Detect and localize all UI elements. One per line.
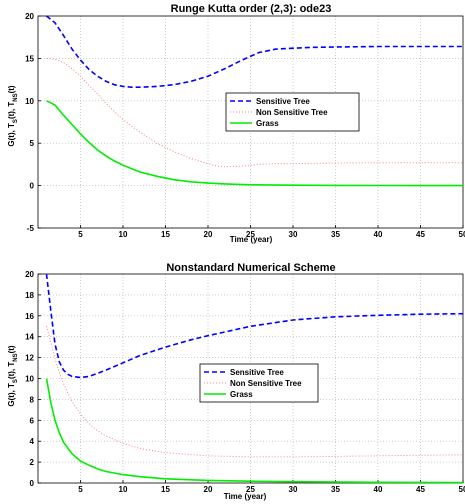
x-tick-label: 10: [119, 230, 128, 239]
x-axis-label: Time (year): [230, 235, 273, 244]
legend-entry: Non Sensitive Tree: [256, 108, 328, 117]
x-tick-label: 15: [161, 230, 170, 239]
legend-entry: Grass: [256, 119, 279, 128]
x-tick-label: 25: [246, 485, 255, 494]
series-line-sensitive-tree: [46, 15, 463, 88]
series-line-grass: [45, 378, 464, 484]
y-tick-label: 6: [30, 416, 35, 425]
y-tick-label: 20: [25, 12, 34, 21]
x-tick-label: 50: [459, 485, 465, 494]
x-tick-label: 40: [374, 485, 383, 494]
x-axis-label: Time (year): [224, 492, 267, 501]
chart-title: Nonstandard Numerical Scheme: [166, 262, 335, 274]
plot-area: 5 10 15 20 25 30 35 40 45 50 0 2 4 6 8 10 12 14 16 18 20: [25, 270, 465, 494]
y-tick-label: 15: [25, 54, 34, 63]
legend-entry: Grass: [230, 390, 253, 399]
ode23-chart: Runge Kutta order (2,3): ode23 5 10 15 20 25…: [7, 3, 465, 244]
x-tick-label: 5: [78, 230, 83, 239]
plot-area: 5 10 15 20 25 30 35 40 45 50 -5 0 5 10 15 20: [25, 12, 465, 239]
x-tick-label: 15: [161, 485, 170, 494]
y-tick-label: 5: [30, 139, 35, 148]
x-tick-label: 35: [331, 485, 340, 494]
x-tick-label: 45: [416, 230, 425, 239]
legend: Sensitive Tree Non Sensitive Tree Grass: [199, 363, 319, 403]
x-tick-label: 50: [459, 230, 465, 239]
y-axis-label: G(t), TS(t), TNS(t): [7, 345, 19, 407]
x-tick-label: 35: [331, 230, 340, 239]
legend: Sensitive Tree Non Sensitive Tree Grass: [225, 92, 360, 132]
series-line-non-sensitive-tree: [46, 57, 463, 168]
y-tick-label: 16: [25, 312, 34, 321]
y-tick-label: -5: [27, 224, 35, 233]
y-tick-label: 4: [30, 437, 35, 446]
y-tick-label: 8: [30, 395, 35, 404]
y-tick-label: 0: [30, 479, 35, 488]
x-tick-label: 45: [416, 485, 425, 494]
y-tick-label: 20: [25, 270, 34, 279]
y-tick-label: 0: [30, 182, 35, 191]
legend-entry: Sensitive Tree: [230, 368, 284, 377]
x-tick-label: 25: [246, 230, 255, 239]
series-line-grass: [46, 100, 463, 187]
y-tick-label: 14: [25, 333, 34, 342]
y-tick-label: 18: [25, 291, 34, 300]
legend-entry: Sensitive Tree: [256, 97, 310, 106]
legend-entry: Non Sensitive Tree: [230, 379, 302, 388]
x-tick-label: 10: [119, 485, 128, 494]
x-tick-label: 5: [78, 485, 83, 494]
nonstandard-scheme-chart: Nonstandard Numerical Scheme 5 10 15 20 25 30…: [7, 262, 465, 501]
x-tick-label: 30: [289, 230, 298, 239]
series-line-sensitive-tree: [45, 273, 464, 379]
y-tick-label: 10: [25, 375, 34, 384]
y-axis-label: G(t), TS(t), TNS(t): [7, 85, 19, 147]
x-tick-label: 20: [204, 485, 213, 494]
x-tick-label: 30: [289, 485, 298, 494]
x-tick-label: 20: [204, 230, 213, 239]
y-tick-label: 12: [25, 354, 34, 363]
x-tick-label: 40: [374, 230, 383, 239]
chart-title: Runge Kutta order (2,3): ode23: [171, 3, 332, 15]
y-tick-label: 10: [25, 97, 34, 106]
y-tick-label: 2: [30, 458, 35, 467]
